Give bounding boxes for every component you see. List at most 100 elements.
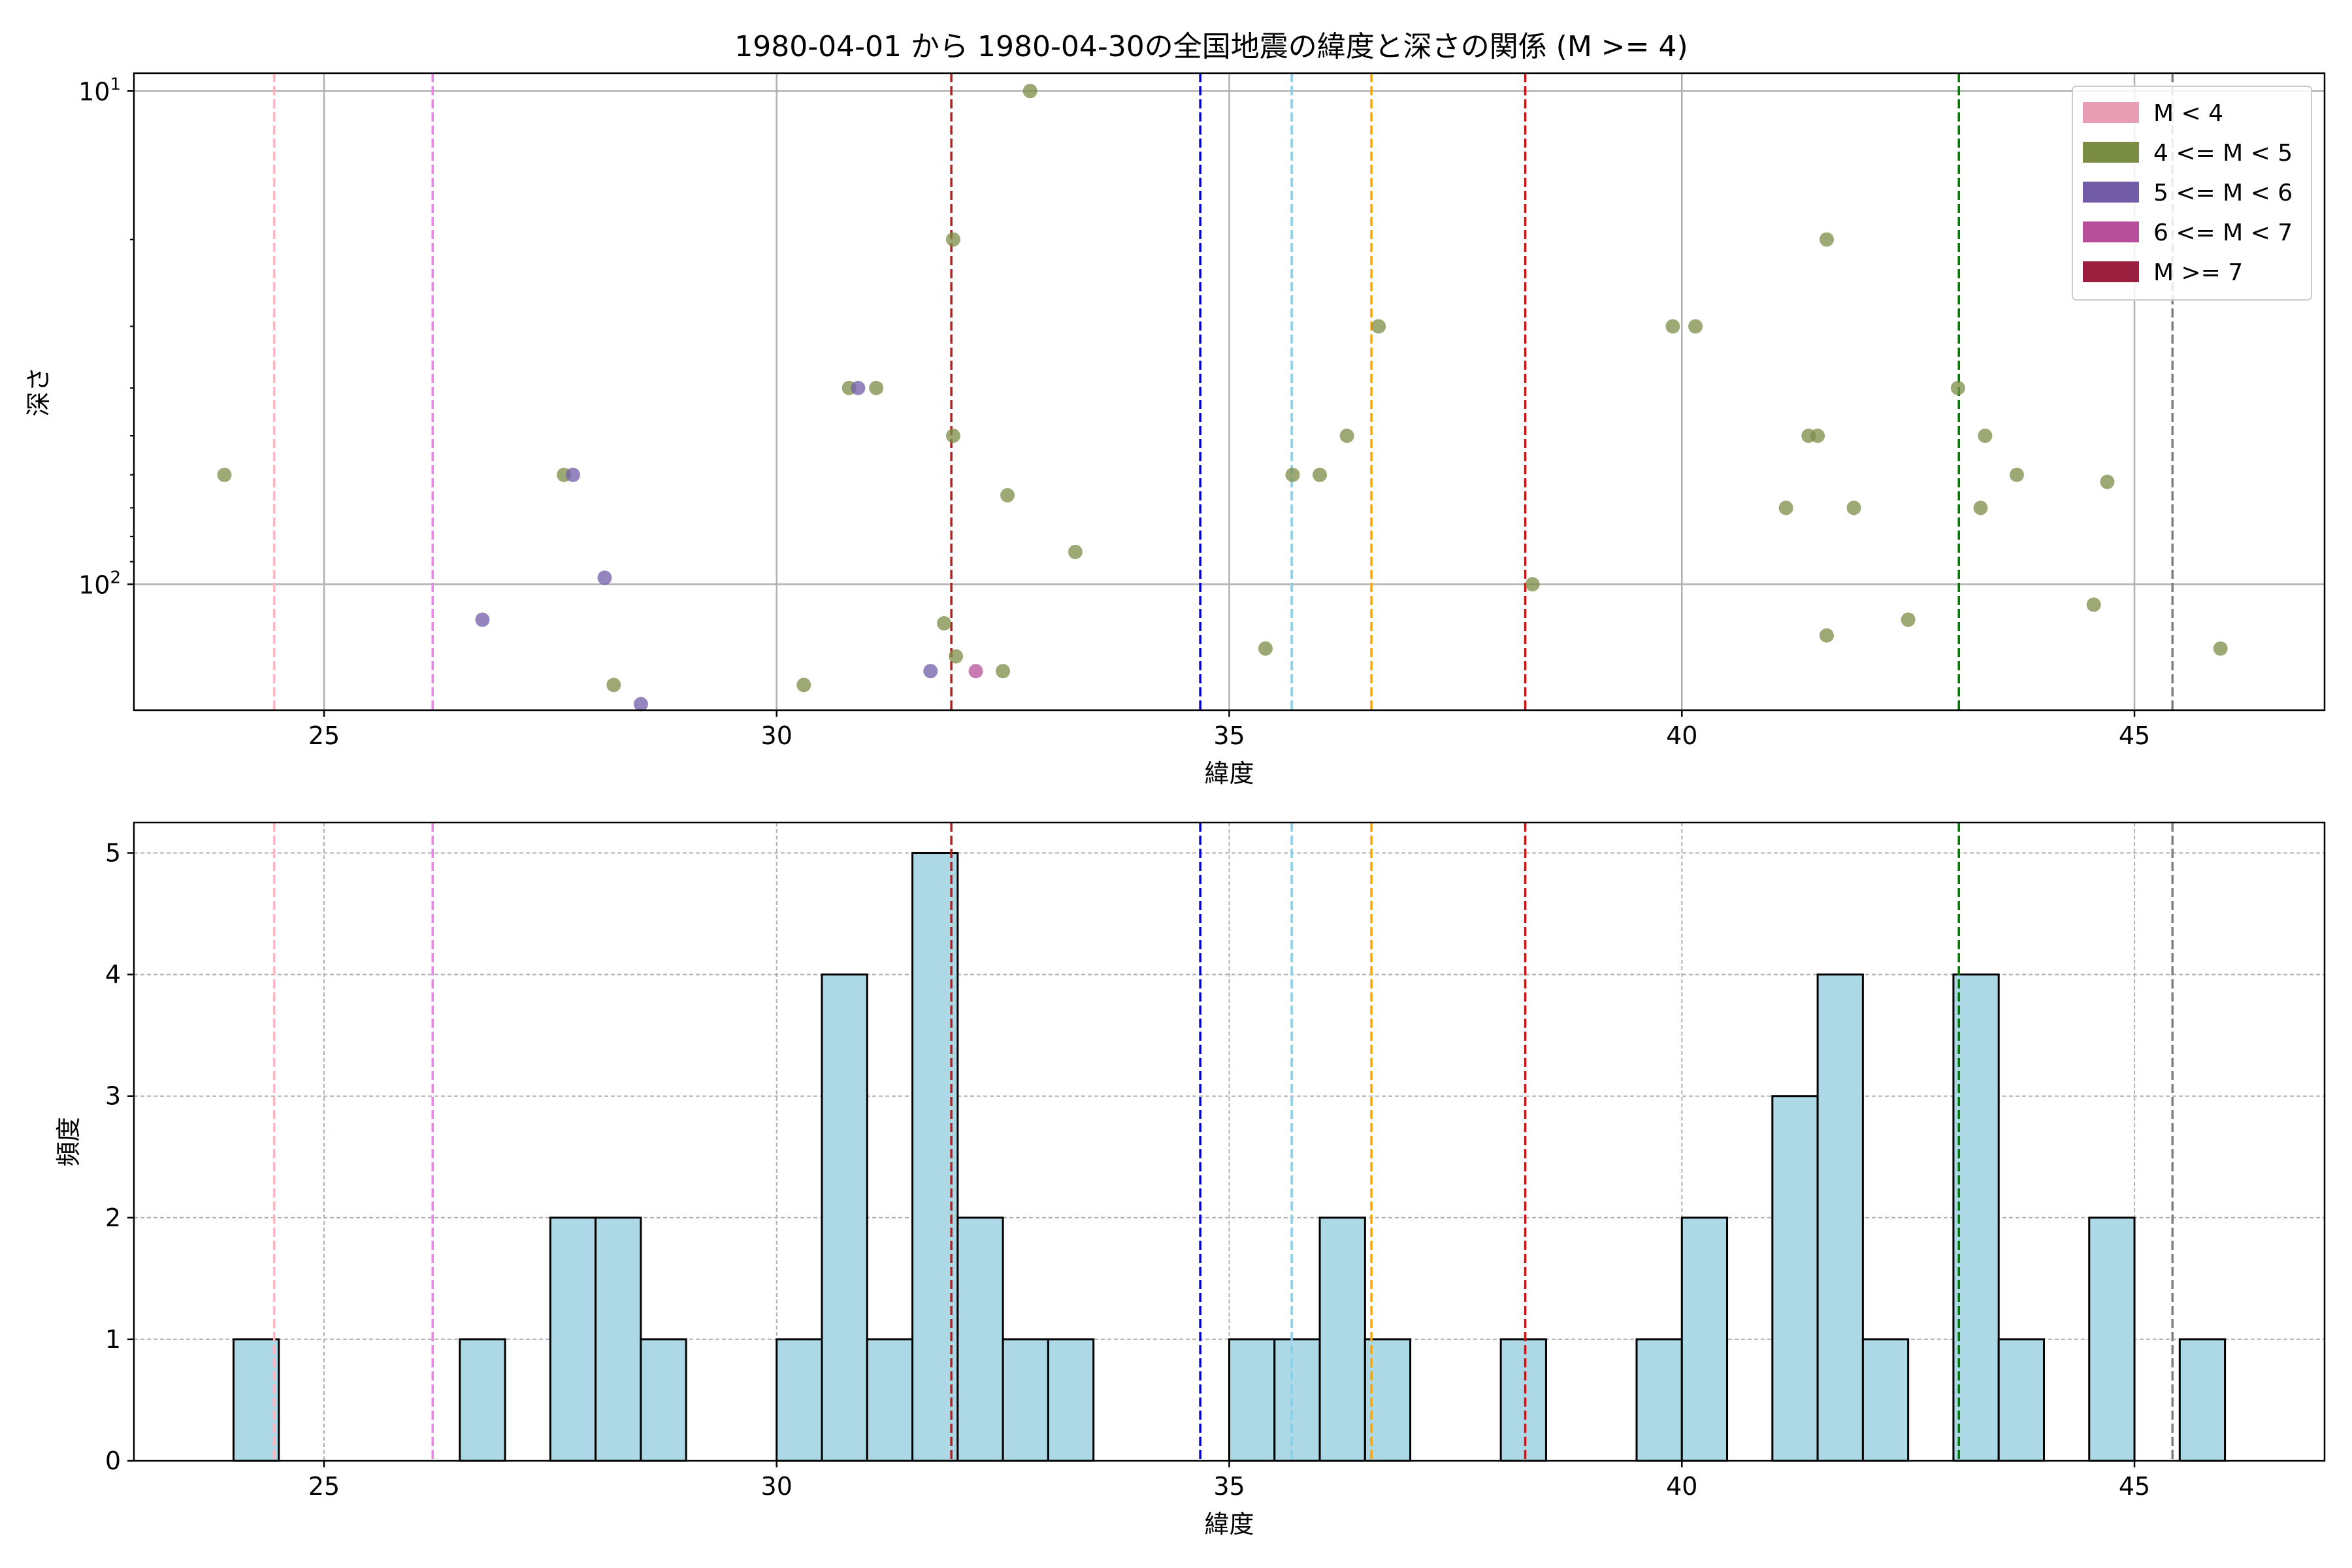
scatter-point bbox=[217, 467, 232, 482]
histogram-bar bbox=[1364, 1338, 1412, 1462]
scatter-y-tick-label: 102 bbox=[78, 568, 121, 599]
scatter-legend: M < 4 4 <= M < 5 5 <= M < 6 6 <= M < 7 M >= … bbox=[2072, 86, 2312, 301]
histogram-y-tick-label: 0 bbox=[105, 1446, 121, 1475]
histogram-y-tick-label: 2 bbox=[105, 1203, 121, 1232]
histogram-bar bbox=[1499, 1338, 1547, 1462]
scatter-point bbox=[1371, 319, 1386, 334]
scatter-x-tick-label: 35 bbox=[1213, 721, 1245, 750]
histogram-bar bbox=[1635, 1338, 1683, 1462]
scatter-y-tick-label: 101 bbox=[78, 74, 121, 106]
legend-label: M < 4 bbox=[2153, 100, 2223, 127]
histogram-bar bbox=[1816, 973, 1864, 1462]
histogram-bar bbox=[232, 1338, 280, 1462]
scatter-point bbox=[1022, 84, 1037, 99]
scatter-point bbox=[565, 467, 580, 482]
scatter-point bbox=[1778, 500, 1793, 515]
histogram-bar bbox=[2178, 1338, 2227, 1462]
figure-title: 1980-04-01 から 1980-04-30の全国地震の緯度と深さの関係 (… bbox=[734, 30, 1688, 63]
histogram-reference-lines bbox=[273, 823, 2174, 1461]
scatter-point bbox=[597, 570, 612, 585]
legend-label: M >= 7 bbox=[2153, 259, 2243, 286]
histogram-x-tick-label: 45 bbox=[2119, 1472, 2150, 1501]
histogram-bar bbox=[866, 1338, 914, 1462]
scatter-point bbox=[1258, 641, 1273, 656]
scatter-point bbox=[606, 678, 621, 693]
histogram-bar bbox=[459, 1338, 506, 1462]
histogram-bar bbox=[1047, 1338, 1095, 1462]
scatter-x-axis-label: 緯度 bbox=[1204, 759, 1254, 788]
histogram-y-axis-label: 頻度 bbox=[54, 1117, 83, 1166]
scatter-points bbox=[217, 84, 2228, 711]
scatter-point bbox=[1819, 232, 1834, 247]
scatter-point bbox=[633, 696, 648, 711]
histogram-bar bbox=[2088, 1217, 2136, 1462]
histogram-bar bbox=[1680, 1217, 1729, 1462]
scatter-y-ticks: 101 102 bbox=[78, 74, 134, 599]
scatter-point bbox=[1000, 488, 1015, 503]
legend-label: 5 <= M < 6 bbox=[2153, 180, 2293, 206]
scatter-point bbox=[1068, 544, 1083, 559]
scatter-x-ticks: 25 30 35 40 45 bbox=[308, 710, 2150, 750]
histogram-bar bbox=[1318, 1217, 1366, 1462]
scatter-point bbox=[1973, 500, 1988, 515]
legend-label: 6 <= M < 7 bbox=[2153, 220, 2293, 246]
histogram-bar bbox=[1861, 1338, 1910, 1462]
scatter-y-axis-label: 深さ bbox=[24, 367, 53, 416]
histogram-bar bbox=[549, 1217, 597, 1462]
scatter-point bbox=[1978, 429, 1993, 444]
histogram-y-tick-label: 5 bbox=[105, 839, 121, 868]
histogram-x-ticks: 25 30 35 40 45 bbox=[308, 1461, 2150, 1501]
legend-swatch bbox=[2083, 221, 2139, 242]
histogram-y-tick-label: 3 bbox=[105, 1082, 121, 1111]
scatter-x-tick-label: 30 bbox=[761, 721, 792, 750]
scatter-point bbox=[1901, 612, 1916, 627]
scatter-point bbox=[1819, 628, 1834, 643]
scatter-point bbox=[1688, 319, 1703, 334]
histogram-bar bbox=[1997, 1338, 2045, 1462]
scatter-point bbox=[1525, 577, 1540, 592]
histogram-x-tick-label: 35 bbox=[1213, 1472, 1245, 1501]
histogram-bar bbox=[1273, 1338, 1321, 1462]
scatter-point bbox=[945, 232, 960, 247]
scatter-point bbox=[851, 380, 866, 395]
histogram-bar bbox=[1952, 973, 2000, 1462]
scatter-x-tick-label: 45 bbox=[2119, 721, 2150, 750]
legend-swatch bbox=[2083, 182, 2139, 203]
scatter-point bbox=[869, 380, 884, 395]
histogram-bar bbox=[911, 852, 959, 1462]
scatter-point bbox=[923, 664, 938, 679]
scatter-x-tick-label: 25 bbox=[308, 721, 340, 750]
scatter-point bbox=[2009, 467, 2024, 482]
scatter-panel: 25 30 35 40 45 101 102 緯度 深さ M < 4 4 <= M < 5 5… bbox=[24, 72, 2326, 788]
histogram-bar bbox=[595, 1217, 642, 1462]
scatter-point bbox=[1339, 429, 1354, 444]
histogram-x-axis-label: 緯度 bbox=[1204, 1510, 1254, 1539]
scatter-x-tick-label: 40 bbox=[1666, 721, 1697, 750]
histogram-bar bbox=[776, 1338, 823, 1462]
scatter-point bbox=[2213, 641, 2228, 656]
scatter-point bbox=[1313, 467, 1328, 482]
scatter-point bbox=[996, 664, 1011, 679]
legend-swatch bbox=[2083, 102, 2139, 123]
histogram-bars bbox=[232, 852, 2227, 1462]
histogram-x-tick-label: 30 bbox=[761, 1472, 792, 1501]
scatter-point bbox=[968, 664, 983, 679]
histogram-y-tick-label: 1 bbox=[105, 1325, 121, 1354]
scatter-point bbox=[1665, 319, 1680, 334]
histogram-bar bbox=[1771, 1095, 1819, 1462]
histogram-bar bbox=[1228, 1338, 1276, 1462]
legend-swatch bbox=[2083, 261, 2139, 282]
scatter-point bbox=[937, 616, 952, 631]
legend-label: 4 <= M < 5 bbox=[2153, 140, 2293, 167]
histogram-bar bbox=[1002, 1338, 1049, 1462]
scatter-point bbox=[475, 612, 490, 627]
scatter-point bbox=[1846, 500, 1861, 515]
histogram-x-tick-label: 40 bbox=[1666, 1472, 1697, 1501]
scatter-point bbox=[945, 429, 960, 444]
histogram-y-tick-label: 4 bbox=[105, 960, 121, 989]
scatter-point bbox=[949, 649, 964, 664]
legend-box bbox=[2072, 86, 2312, 301]
histogram-bar bbox=[640, 1338, 687, 1462]
